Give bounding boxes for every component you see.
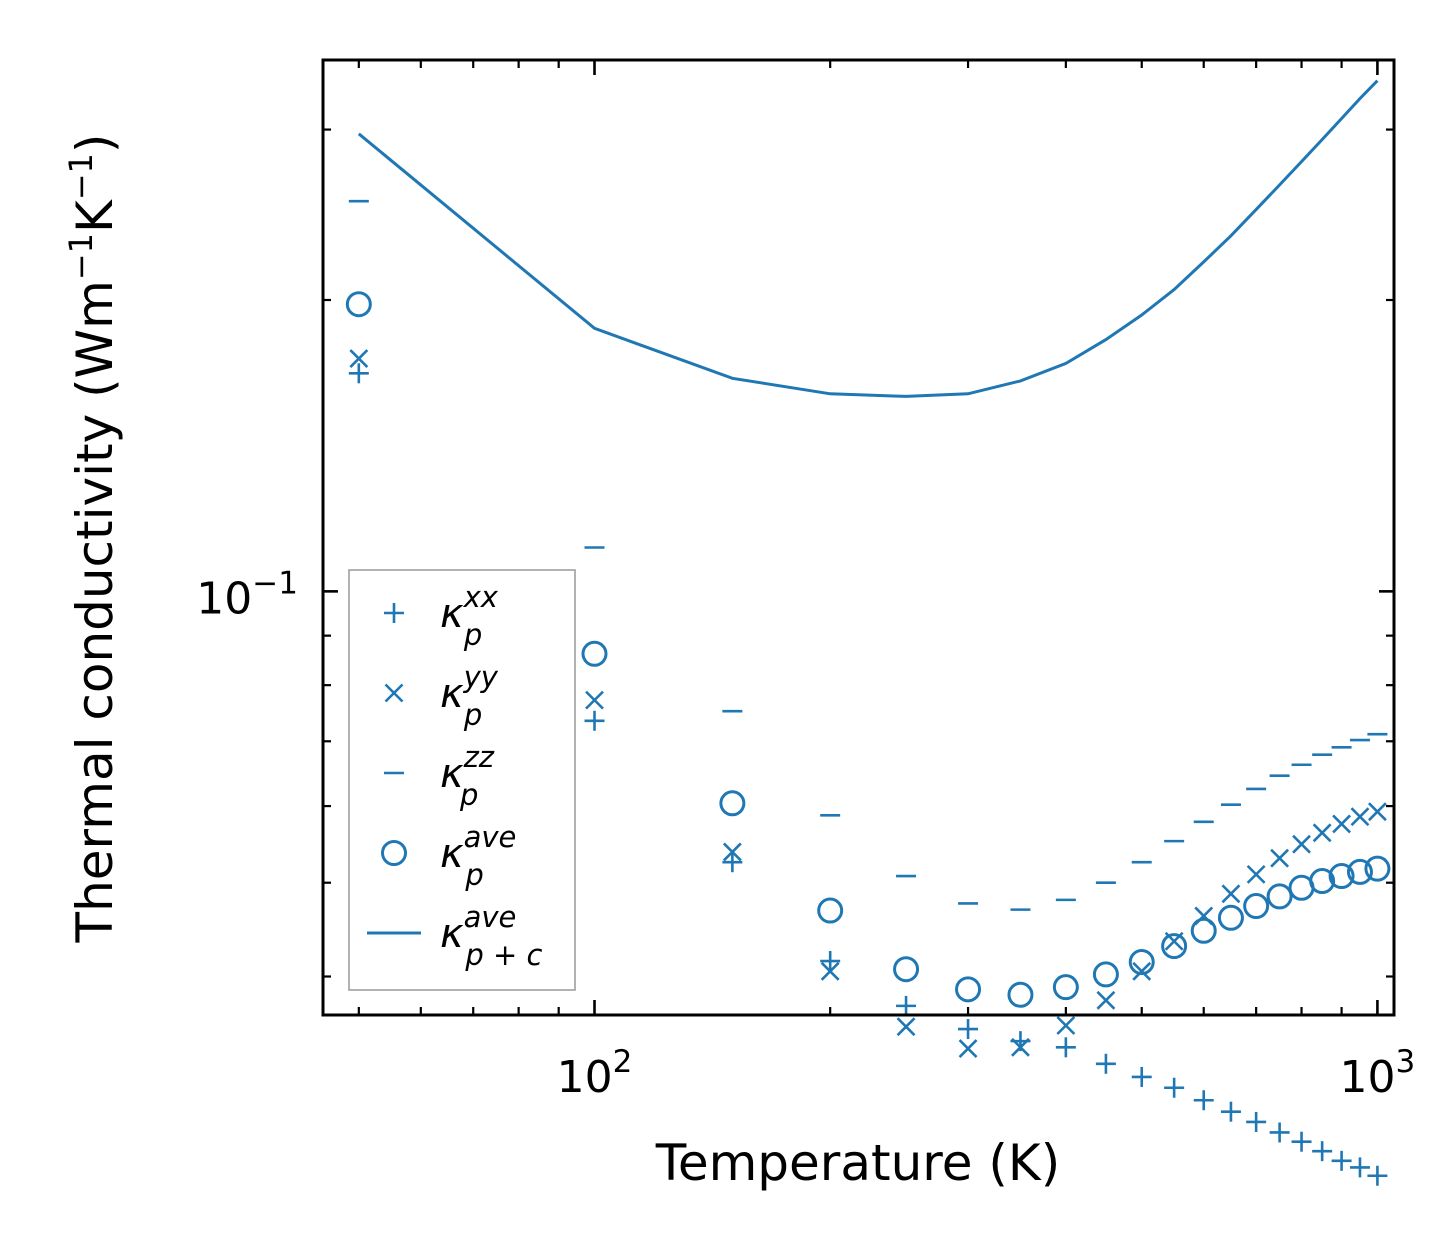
major-ticks (323, 60, 1394, 1015)
y-tick-label: 10−1 (196, 565, 298, 624)
point-kxx (722, 852, 743, 873)
point-kave (719, 790, 746, 817)
point-kave (1309, 868, 1336, 895)
point-kyy (958, 1039, 978, 1058)
point-kyy (1332, 814, 1352, 834)
point-kxx (1095, 1053, 1116, 1074)
point-kyy (1096, 990, 1116, 1010)
point-kave (345, 291, 372, 318)
legend-marker-kave (381, 840, 407, 866)
point-kxx (1312, 1141, 1333, 1162)
legend-label-kxx: κxx p (440, 580, 499, 652)
point-kxx (1246, 1111, 1267, 1132)
point-kave (1161, 933, 1188, 960)
point-kxx (820, 951, 841, 972)
legend-label-kyy: κyy p (440, 660, 499, 732)
legend-label-kzz: κzz p (440, 740, 495, 812)
point-kxx (1291, 1131, 1312, 1152)
x-axis-title: Temperature (K) (655, 1134, 1060, 1192)
legend-label-kave: κave p (440, 820, 516, 892)
point-kyy (1011, 1037, 1030, 1057)
x-tick-label: 102 (557, 1044, 633, 1103)
point-kave (1364, 855, 1391, 882)
point-kyy (349, 349, 369, 368)
point-kyy (896, 1017, 916, 1037)
plot-frame (321, 58, 1396, 1017)
series-line-kpc (357, 79, 1379, 398)
legend-label-kpc: κave p + c (440, 900, 543, 972)
series-kave (345, 291, 1391, 1008)
point-kxx (1131, 1066, 1152, 1087)
point-kxx (1331, 1150, 1352, 1171)
point-kxx (584, 710, 605, 731)
legend-box (348, 569, 576, 991)
point-kxx (1269, 1122, 1290, 1143)
point-kave (581, 640, 608, 667)
point-kyy (1132, 961, 1152, 981)
point-kave (1092, 961, 1119, 988)
point-kave (1007, 981, 1034, 1008)
x-tick-label: 103 (1340, 1044, 1416, 1103)
point-kxx (958, 1019, 979, 1040)
point-kave (955, 976, 982, 1003)
legend: κxx p κyy p κzz p κave p κave p + c (348, 569, 576, 991)
tick-labels: 102 103 10−1 (196, 565, 1415, 1103)
point-kxx (1164, 1077, 1185, 1098)
point-kyy (1292, 834, 1311, 854)
series-layer (345, 79, 1391, 1186)
series-kyy (349, 349, 1387, 1058)
point-kyy (585, 690, 604, 710)
y-axis-title: Thermal conductivity (Wm−1K−1) (62, 134, 124, 944)
point-kyy (1367, 802, 1387, 822)
point-kave (817, 897, 844, 924)
point-kave (1052, 974, 1079, 1001)
legend-marker-kyy (384, 683, 404, 703)
point-kxx (1220, 1101, 1241, 1122)
point-kxx (1367, 1165, 1388, 1186)
point-kave (1128, 949, 1155, 976)
point-kxx (1349, 1157, 1370, 1178)
point-kyy (1350, 807, 1370, 827)
point-kyy (1270, 848, 1290, 868)
point-kxx (1055, 1037, 1076, 1058)
point-kave (1266, 883, 1293, 910)
point-kave (1190, 917, 1217, 944)
point-kyy (1221, 884, 1241, 904)
point-kxx (348, 363, 369, 384)
series-kpc (357, 79, 1379, 398)
point-kave (1243, 893, 1270, 920)
point-kyy (1312, 823, 1332, 843)
point-kyy (820, 961, 840, 981)
point-kave (1346, 858, 1373, 885)
point-kave (1217, 904, 1244, 931)
point-kave (1328, 863, 1355, 890)
point-kyy (1056, 1016, 1076, 1035)
point-kyy (722, 842, 742, 862)
point-kxx (1193, 1090, 1214, 1111)
point-kxx (896, 995, 917, 1016)
point-kyy (1246, 864, 1266, 884)
series-kzz (348, 199, 1388, 911)
legend-marker-kxx (384, 603, 404, 623)
point-kave (893, 956, 920, 983)
